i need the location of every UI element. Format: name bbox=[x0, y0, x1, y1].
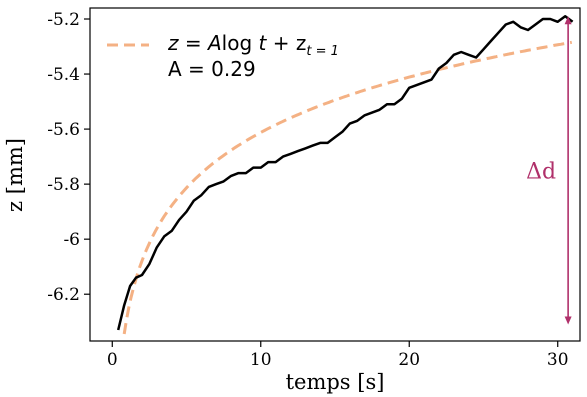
x-tick-label: 30 bbox=[547, 350, 569, 370]
y-axis-label: z [mm] bbox=[3, 138, 27, 212]
fit-curve bbox=[122, 40, 573, 335]
x-tick-label: 0 bbox=[107, 350, 118, 370]
y-axis: -6.2 -6 -5.8 -5.6 -5.4 -5.2 bbox=[47, 10, 90, 305]
y-tick-label: -6 bbox=[63, 230, 80, 250]
x-axis-label: temps [s] bbox=[286, 370, 385, 394]
delta-d-label: Δd bbox=[526, 159, 556, 184]
delta-d-arrowhead-top bbox=[564, 16, 572, 25]
delta-d-arrowhead-bottom bbox=[564, 316, 572, 325]
x-axis: 0 10 20 30 bbox=[107, 341, 569, 370]
y-tick-label: -5.8 bbox=[47, 175, 80, 195]
y-tick-label: -5.2 bbox=[47, 10, 80, 30]
data-series-line bbox=[116, 15, 574, 331]
y-tick-label: -5.6 bbox=[47, 120, 80, 140]
legend-fit-label: z = Alog t + zt = 1 bbox=[167, 31, 339, 59]
plot-frame bbox=[89, 7, 581, 342]
x-tick-label: 20 bbox=[398, 350, 420, 370]
x-tick-label: 10 bbox=[250, 350, 272, 370]
y-tick-label: -5.4 bbox=[47, 65, 80, 85]
y-tick-label: -6.2 bbox=[47, 285, 80, 305]
annotation-layer: Δd bbox=[526, 16, 572, 325]
legend: z = Alog t + zt = 1 A = 0.29 bbox=[107, 31, 339, 81]
legend-param-label: A = 0.29 bbox=[168, 57, 256, 81]
series-layer bbox=[116, 15, 574, 335]
